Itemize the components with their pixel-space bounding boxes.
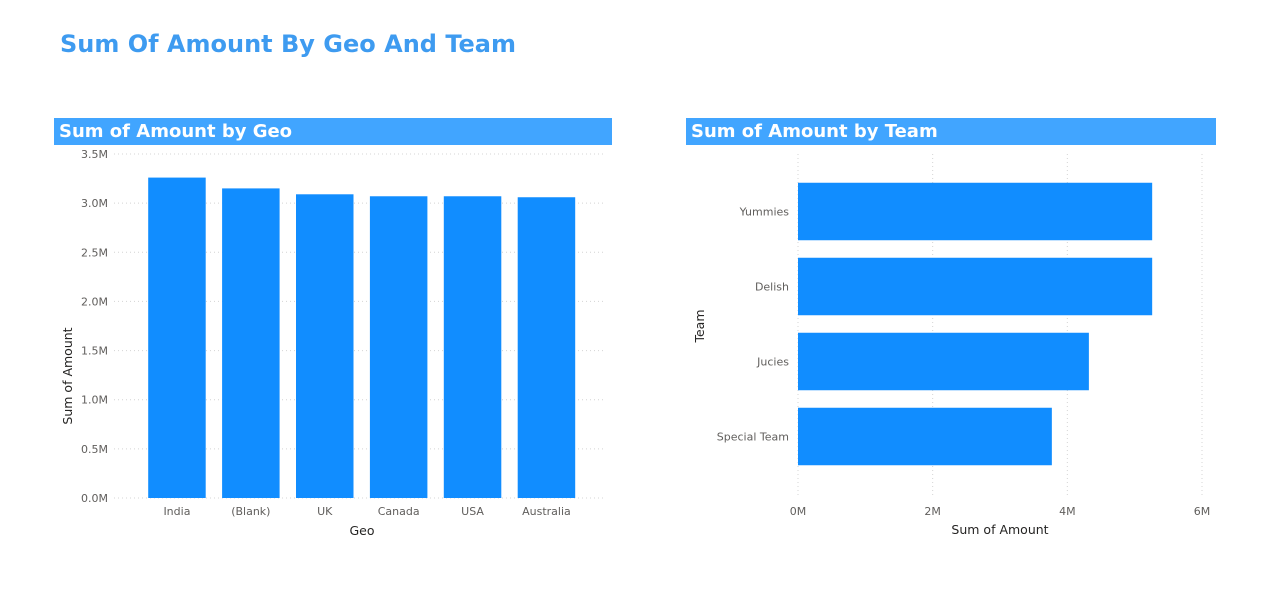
geo-y-tick-label: 3.0M: [81, 197, 108, 210]
geo-y-tick-label: 3.5M: [81, 148, 108, 161]
geo-bar: [222, 188, 280, 498]
geo-bar: [443, 196, 502, 498]
geo-y-tick-label: 1.5M: [81, 345, 108, 358]
team-y-tick-label: Delish: [755, 281, 789, 294]
team-bar: [798, 257, 1153, 316]
geo-chart-title: Sum of Amount by Geo: [54, 118, 612, 145]
team-chart-title: Sum of Amount by Team: [686, 118, 1216, 145]
team-x-axis-title: Sum of Amount: [951, 522, 1048, 537]
team-x-tick-label: 2M: [924, 505, 941, 518]
team-x-tick-label: 4M: [1059, 505, 1076, 518]
geo-chart-panel[interactable]: Sum of Amount by Geo 0.0M 0.5M 1.0M 1.5M 2.0…: [54, 118, 612, 548]
team-y-tick-label: Special Team: [717, 431, 789, 444]
team-bar: [798, 182, 1153, 241]
team-y-tick-label: Jucies: [756, 356, 789, 369]
geo-bar: [369, 196, 428, 498]
geo-y-tick-label: 2.5M: [81, 246, 108, 259]
geo-x-tick-label: USA: [461, 505, 484, 518]
geo-x-tick-label: UK: [317, 505, 333, 518]
geo-x-tick-label: (Blank): [231, 505, 270, 518]
geo-bar: [296, 194, 354, 498]
geo-bar: [148, 177, 206, 498]
geo-x-tick-label: Australia: [522, 505, 571, 518]
geo-y-tick-label: 1.0M: [81, 394, 108, 407]
geo-x-tick-label: India: [163, 505, 190, 518]
page-title: Sum Of Amount By Geo And Team: [60, 30, 516, 58]
geo-y-tick-label: 0.0M: [81, 492, 108, 505]
team-chart-panel[interactable]: Sum of Amount by Team Yummies Delish Jucie…: [686, 118, 1216, 548]
geo-x-axis-title: Geo: [349, 523, 374, 538]
geo-y-tick-label: 0.5M: [81, 443, 108, 456]
team-bar: [798, 332, 1089, 391]
geo-y-tick-label: 2.0M: [81, 295, 108, 308]
geo-y-axis-title: Sum of Amount: [60, 327, 75, 424]
team-y-axis-title: Team: [692, 309, 707, 343]
geo-bar: [517, 197, 576, 498]
team-y-tick-label: Yummies: [739, 206, 790, 219]
team-bar: [798, 407, 1052, 466]
team-x-tick-label: 0M: [790, 505, 807, 518]
geo-x-tick-label: Canada: [378, 505, 420, 518]
team-chart: Yummies Delish Jucies Special Team 0M 2M 4M 6M…: [692, 154, 1211, 537]
team-x-tick-label: 6M: [1194, 505, 1211, 518]
geo-chart: 0.0M 0.5M 1.0M 1.5M 2.0M 2.5M 3.0M 3.5M India (B…: [60, 148, 606, 538]
